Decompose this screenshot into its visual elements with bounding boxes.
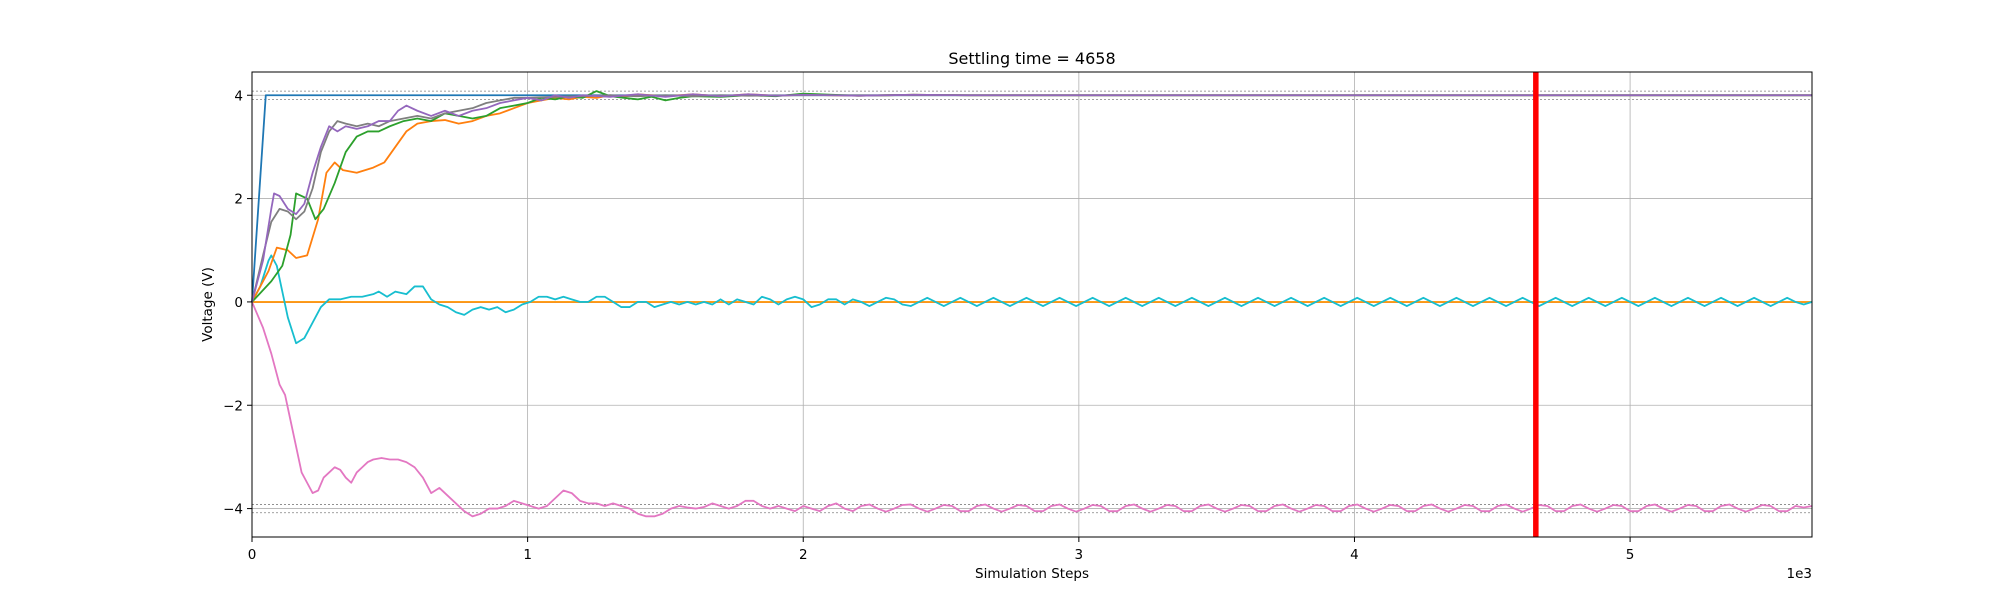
x-axis-label: Simulation Steps [975, 566, 1089, 582]
y-tick-label: −2 [223, 398, 243, 414]
x-axis-offset-label: 1e3 [1787, 566, 1812, 582]
y-axis-ticks: −4 −2 0 2 4 [223, 88, 252, 518]
y-tick-label: 2 [234, 192, 243, 208]
x-tick-label: 1 [523, 547, 532, 563]
series-line [251, 94, 1812, 303]
series-line [251, 254, 1813, 345]
y-tick-label: 4 [234, 88, 243, 104]
plot-frame [251, 71, 1813, 538]
chart-title: Settling time = 4658 [948, 49, 1115, 68]
series-line [251, 93, 1812, 303]
y-tick-label: −4 [223, 502, 243, 518]
y-tick-label: 0 [234, 295, 243, 311]
x-tick-label: 4 [1350, 547, 1359, 563]
x-tick-label: 2 [799, 547, 808, 563]
x-tick-label: 5 [1626, 547, 1635, 563]
y-axis-label: Voltage (V) [200, 267, 216, 342]
x-tick-label: 0 [248, 547, 257, 563]
x-tick-label: 3 [1075, 547, 1084, 563]
series-line [251, 301, 1813, 518]
tolerance-bands [252, 90, 1812, 514]
x-axis-ticks: 0 1 2 3 4 5 [248, 537, 1635, 563]
series-lines [251, 90, 1813, 518]
